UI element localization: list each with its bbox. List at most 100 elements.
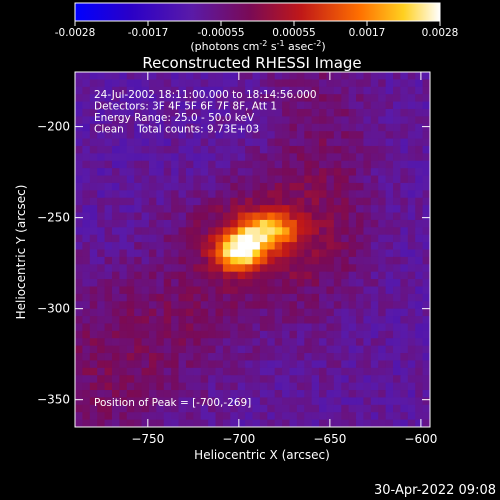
heatmap-cell [126, 86, 135, 95]
heatmap-cell [171, 360, 180, 369]
heatmap-cell [296, 271, 305, 280]
heatmap-cell [75, 316, 83, 325]
heatmap-cell [378, 249, 387, 258]
heatmap-cell [185, 412, 194, 421]
heatmap-cell [245, 168, 254, 177]
heatmap-cell [348, 212, 357, 221]
heatmap-cell [171, 242, 180, 251]
heatmap-cell [378, 419, 387, 427]
heatmap-cell [200, 323, 209, 332]
heatmap-cell [75, 234, 83, 243]
heatmap-cell [259, 175, 268, 184]
heatmap-cell [274, 286, 283, 295]
heatmap-cell [333, 175, 342, 184]
heatmap-cell [141, 367, 150, 376]
heatmap-cell [341, 131, 350, 140]
heatmap-cell [178, 145, 187, 154]
heatmap-cell [141, 375, 150, 384]
heatmap-cell [282, 375, 291, 384]
heatmap-cell [415, 390, 424, 399]
heatmap-cell [385, 175, 394, 184]
heatmap-cell [333, 382, 342, 391]
heatmap-cell [82, 338, 91, 347]
heatmap-cell [119, 101, 128, 110]
heatmap-cell [400, 301, 409, 310]
heatmap-cell [111, 153, 120, 162]
heatmap-cell [104, 138, 113, 147]
heatmap-cell [111, 293, 120, 302]
heatmap-cell [385, 286, 394, 295]
heatmap-cell [193, 182, 202, 191]
heatmap-cell [356, 116, 365, 125]
heatmap-cell [378, 108, 387, 117]
heatmap-cell [89, 242, 98, 251]
heatmap-cell [200, 316, 209, 325]
heatmap-cell [259, 367, 268, 376]
heatmap-cell [289, 168, 298, 177]
heatmap-cell [126, 286, 135, 295]
heatmap-cell [326, 264, 335, 273]
heatmap-cell [348, 345, 357, 354]
heatmap-cell [252, 227, 261, 236]
heatmap-cell [282, 131, 291, 140]
heatmap-cell [378, 353, 387, 362]
heatmap-cell [311, 227, 320, 236]
heatmap-cell [141, 79, 150, 88]
heatmap-cell [222, 175, 231, 184]
heatmap-cell [267, 419, 276, 427]
heatmap-cell [163, 293, 172, 302]
heatmap-cell [407, 131, 416, 140]
heatmap-cell [370, 234, 379, 243]
heatmap-cell [215, 116, 224, 125]
heatmap-cell [356, 234, 365, 243]
heatmap-cell [385, 79, 394, 88]
heatmap-cell [171, 190, 180, 199]
heatmap-cell [75, 108, 83, 117]
heatmap-cell [363, 79, 372, 88]
heatmap-cell [163, 72, 172, 80]
heatmap-cell [230, 360, 239, 369]
heatmap-cell [111, 197, 120, 206]
heatmap-cell [111, 249, 120, 258]
heatmap-cell [304, 375, 313, 384]
heatmap-cell [422, 308, 430, 317]
heatmap-cell [245, 160, 254, 169]
heatmap-cell [222, 404, 231, 413]
heatmap-cell [319, 419, 328, 427]
heatmap-cell [296, 197, 305, 206]
heatmap-cell [296, 219, 305, 228]
heatmap-cell [89, 397, 98, 406]
heatmap-cell [89, 256, 98, 265]
heatmap-cell [363, 412, 372, 421]
heatmap-cell [378, 72, 387, 80]
heatmap-cell [230, 86, 239, 95]
heatmap-cell [111, 242, 120, 251]
heatmap-cell [215, 323, 224, 332]
heatmap-cell [282, 279, 291, 288]
heatmap-cell [82, 160, 91, 169]
heatmap-cell [378, 101, 387, 110]
heatmap-cell [311, 219, 320, 228]
heatmap-cell [370, 94, 379, 103]
heatmap-cell [370, 375, 379, 384]
heatmap-cell [259, 94, 268, 103]
heatmap-cell [422, 412, 430, 421]
heatmap-cell [126, 293, 135, 302]
heatmap-cell [311, 94, 320, 103]
heatmap-cell [237, 227, 246, 236]
plot-frame [74, 71, 431, 428]
heatmap-cell [230, 205, 239, 214]
heatmap-cell [89, 419, 98, 427]
heatmap-cell [356, 338, 365, 347]
heatmap-cell [119, 360, 128, 369]
heatmap-cell [378, 382, 387, 391]
heatmap-cell [363, 101, 372, 110]
heatmap-cell [245, 249, 254, 258]
heatmap-cell [163, 175, 172, 184]
heatmap-cell [333, 360, 342, 369]
x-tick-label: −750 [131, 432, 164, 446]
heatmap-cell [222, 390, 231, 399]
heatmap-cell [163, 345, 172, 354]
heatmap-cell [259, 412, 268, 421]
heatmap-cell [97, 101, 106, 110]
